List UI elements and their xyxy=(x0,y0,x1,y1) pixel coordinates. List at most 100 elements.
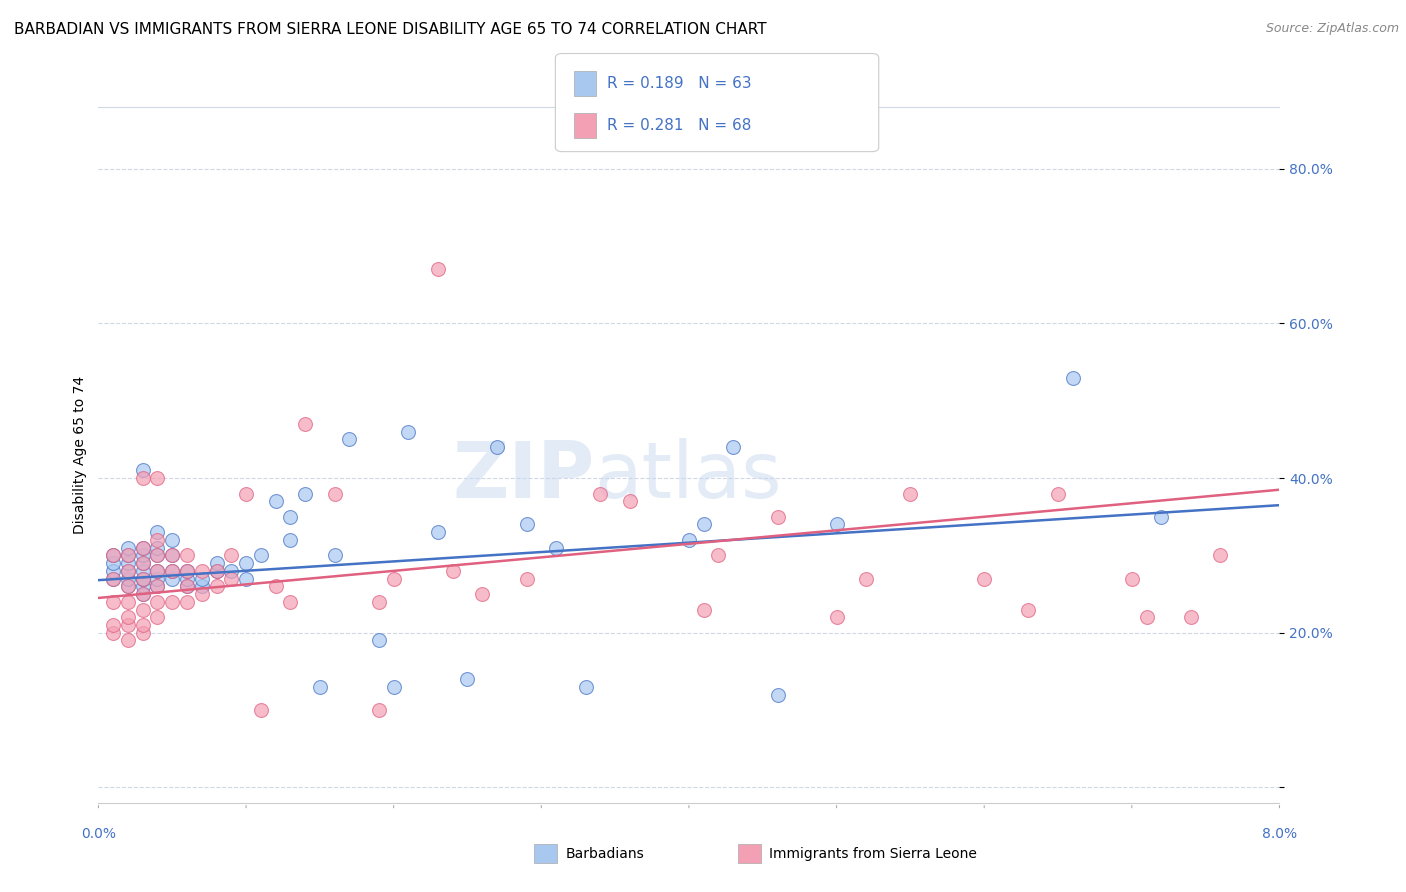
Point xyxy=(1180,610,1202,624)
Point xyxy=(278,509,301,524)
Point xyxy=(162,572,183,586)
Point xyxy=(367,595,389,609)
Point xyxy=(337,433,360,447)
Point xyxy=(103,549,124,563)
Text: R = 0.281   N = 68: R = 0.281 N = 68 xyxy=(607,119,752,133)
Point xyxy=(235,572,257,586)
Point xyxy=(146,564,169,578)
Point xyxy=(278,533,301,547)
Point xyxy=(146,610,169,624)
Point xyxy=(382,572,405,586)
Point xyxy=(191,564,214,578)
Point xyxy=(103,556,124,570)
Point xyxy=(396,425,419,439)
Text: atlas: atlas xyxy=(595,438,782,514)
Point xyxy=(117,618,139,632)
Point xyxy=(117,610,139,624)
Point xyxy=(191,579,214,593)
Y-axis label: Disability Age 65 to 74: Disability Age 65 to 74 xyxy=(73,376,87,534)
Point xyxy=(205,564,228,578)
Point xyxy=(162,549,183,563)
Point xyxy=(117,549,139,563)
Point xyxy=(132,549,155,563)
Point xyxy=(294,417,316,431)
Point xyxy=(132,541,155,555)
Point xyxy=(323,549,346,563)
Point xyxy=(382,680,405,694)
Point xyxy=(515,572,537,586)
Point xyxy=(103,564,124,578)
Point xyxy=(426,525,449,540)
Point xyxy=(441,564,464,578)
Point xyxy=(146,549,169,563)
Point xyxy=(219,549,242,563)
Point xyxy=(162,595,183,609)
Text: 8.0%: 8.0% xyxy=(1263,828,1296,841)
Point xyxy=(250,549,273,563)
Point xyxy=(825,610,848,624)
Point xyxy=(132,556,155,570)
Text: R = 0.189   N = 63: R = 0.189 N = 63 xyxy=(607,77,752,91)
Point xyxy=(619,494,641,508)
Point xyxy=(205,579,228,593)
Point xyxy=(367,703,389,717)
Point xyxy=(367,633,389,648)
Point xyxy=(544,541,567,555)
Point xyxy=(117,564,139,578)
Point xyxy=(176,564,198,578)
Point xyxy=(132,556,155,570)
Point xyxy=(132,471,155,485)
Text: Immigrants from Sierra Leone: Immigrants from Sierra Leone xyxy=(769,847,977,861)
Point xyxy=(219,572,242,586)
Point xyxy=(294,486,316,500)
Point xyxy=(176,595,198,609)
Point xyxy=(1017,602,1039,616)
Point xyxy=(264,494,287,508)
Text: Source: ZipAtlas.com: Source: ZipAtlas.com xyxy=(1265,22,1399,36)
Point xyxy=(515,517,537,532)
Point xyxy=(132,572,155,586)
Point xyxy=(132,564,155,578)
Point xyxy=(973,572,995,586)
Point xyxy=(117,564,139,578)
Point xyxy=(574,680,596,694)
Point xyxy=(707,549,730,563)
Point xyxy=(898,486,921,500)
Point xyxy=(162,564,183,578)
Point xyxy=(191,587,214,601)
Point xyxy=(103,549,124,563)
Text: ZIP: ZIP xyxy=(453,438,595,514)
Point xyxy=(323,486,346,500)
Point xyxy=(103,572,124,586)
Point xyxy=(146,595,169,609)
Point xyxy=(117,549,139,563)
Point xyxy=(132,587,155,601)
Point xyxy=(235,556,257,570)
Point xyxy=(426,262,449,277)
Point xyxy=(176,564,198,578)
Text: BARBADIAN VS IMMIGRANTS FROM SIERRA LEONE DISABILITY AGE 65 TO 74 CORRELATION CH: BARBADIAN VS IMMIGRANTS FROM SIERRA LEON… xyxy=(14,22,766,37)
Point xyxy=(117,556,139,570)
Point xyxy=(678,533,700,547)
Point xyxy=(855,572,877,586)
Point xyxy=(693,602,716,616)
Point xyxy=(1046,486,1069,500)
Point xyxy=(132,463,155,477)
Point xyxy=(146,579,169,593)
Point xyxy=(132,579,155,593)
Point xyxy=(103,625,124,640)
Point xyxy=(117,541,139,555)
Point xyxy=(162,564,183,578)
Point xyxy=(721,440,744,454)
Point xyxy=(264,579,287,593)
Point xyxy=(191,572,214,586)
Point xyxy=(132,587,155,601)
Point xyxy=(146,549,169,563)
Point xyxy=(146,572,169,586)
Point xyxy=(146,541,169,555)
Point xyxy=(117,572,139,586)
Point xyxy=(1062,370,1084,384)
Point xyxy=(103,572,124,586)
Point xyxy=(205,564,228,578)
Point xyxy=(456,672,478,686)
